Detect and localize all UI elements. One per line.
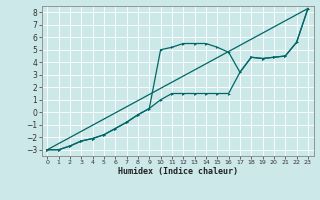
X-axis label: Humidex (Indice chaleur): Humidex (Indice chaleur): [118, 167, 237, 176]
